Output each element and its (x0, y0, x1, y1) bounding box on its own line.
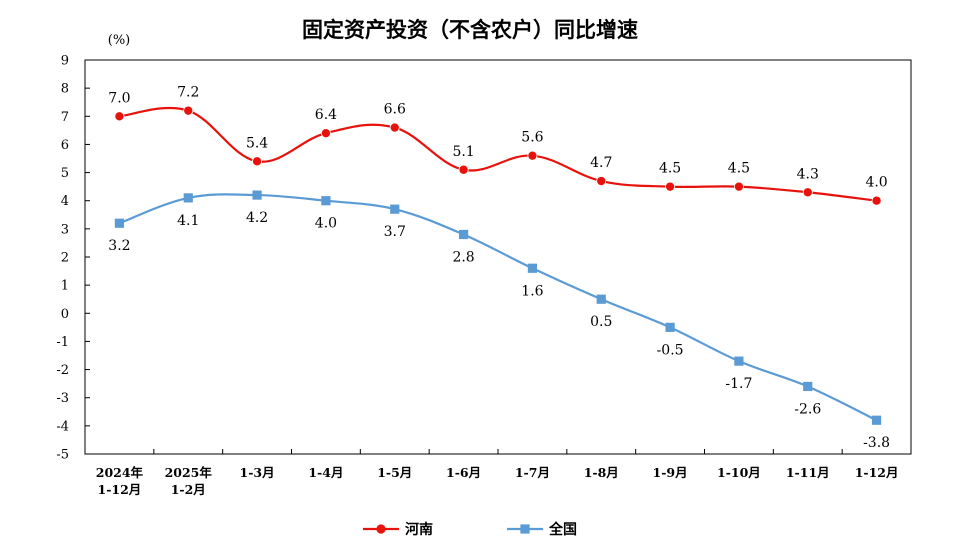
x-tick-label: 1-7月 (515, 465, 550, 480)
data-label: -0.5 (657, 342, 684, 358)
x-tick-label: 1-3月 (240, 465, 275, 480)
data-point-national (734, 356, 744, 366)
data-point-national (527, 263, 538, 273)
data-point-henan (320, 128, 331, 139)
x-tick-label: 1-9月 (653, 465, 688, 480)
data-label: 7.2 (177, 85, 199, 101)
data-point-henan (871, 195, 882, 206)
data-point-national (596, 294, 606, 304)
y-tick-label: -3 (56, 391, 69, 406)
data-labels: 7.0 7.2 5.4 6.4 6.6 5.1 5.6 4.7 4.5 4.5 4.3 4.0 3.2 4… (108, 85, 890, 452)
y-tick-label: 7 (61, 110, 69, 125)
x-tick-label: 1-2月 (171, 482, 206, 497)
data-point-national (665, 322, 675, 332)
y-tick-label: -1 (56, 335, 69, 350)
chart-title: 固定资产投资（不含农户）同比增速 (302, 18, 638, 42)
y-tick-label: 9 (61, 54, 69, 69)
data-label: 3.7 (384, 224, 406, 240)
y-tick-label: -4 (56, 419, 69, 434)
data-point-national (183, 193, 193, 203)
y-tick-label: 5 (61, 166, 69, 181)
data-label: 3.2 (108, 238, 130, 254)
data-label: 0.5 (590, 314, 612, 330)
data-label: 4.0 (315, 216, 337, 232)
x-tick-label: 1-5月 (377, 465, 412, 480)
data-label: -1.7 (725, 376, 752, 392)
data-point-national (114, 218, 125, 228)
data-label: -3.8 (863, 435, 890, 451)
legend: 河南 全国 (363, 521, 577, 538)
data-label: 4.5 (728, 161, 750, 177)
data-point-national (803, 381, 813, 392)
data-point-henan (389, 122, 400, 133)
legend-label: 全国 (548, 521, 577, 538)
y-tick-label: -2 (56, 363, 69, 378)
plot-area (84, 59, 912, 455)
data-point-henan (114, 111, 125, 122)
series-layer (114, 105, 882, 425)
x-tick-label: 1-6月 (446, 465, 481, 480)
data-label: 5.4 (246, 135, 268, 151)
data-point-henan (665, 181, 676, 192)
data-point-national (390, 204, 400, 214)
y-tick-label: 4 (61, 194, 69, 209)
y-tick-label: -5 (56, 448, 69, 463)
data-point-national (458, 229, 469, 240)
y-tick-label: 1 (61, 279, 69, 294)
legend-label: 河南 (405, 521, 433, 538)
data-label: 6.6 (384, 102, 406, 118)
data-label: 6.4 (315, 107, 337, 123)
data-label: 1.6 (521, 283, 543, 299)
data-label: 4.5 (659, 161, 681, 177)
y-tick-label: 0 (61, 307, 69, 322)
data-point-national (871, 415, 882, 425)
y-tick-label: 8 (61, 82, 69, 97)
data-label: 4.2 (246, 210, 268, 226)
data-point-henan (733, 181, 744, 192)
data-label: 4.0 (865, 175, 887, 191)
y-axis-unit: (%) (108, 33, 131, 48)
data-point-national (252, 190, 262, 200)
y-tick-label: 3 (61, 222, 69, 237)
data-label: 4.7 (590, 155, 612, 171)
y-tick-label: 6 (61, 138, 69, 153)
data-label: -2.6 (794, 401, 821, 417)
x-tick-label: 1-12月 (855, 465, 899, 480)
data-label: 4.1 (177, 213, 199, 229)
data-point-henan (252, 156, 263, 167)
x-tick-label: 1-4月 (308, 465, 343, 480)
x-tick-label: 1-11月 (786, 465, 830, 480)
series-line-henan (119, 106, 877, 202)
data-label: 2.8 (452, 249, 474, 265)
series-line-national (119, 193, 878, 422)
x-tick-label: 2024年 (96, 465, 144, 480)
x-tick-label: 1-8月 (584, 465, 619, 480)
y-tick-label: 2 (61, 251, 69, 266)
x-tick-label: 1-10月 (717, 465, 761, 480)
y-axis: 9 8 7 6 5 4 3 2 1 0 -1 -2 -3 -4 -5 (56, 54, 90, 463)
data-point-henan (183, 105, 194, 116)
data-label: 5.1 (452, 144, 474, 160)
data-point-henan (527, 150, 538, 161)
x-tick-label: 1-12月 (98, 482, 142, 497)
x-tick-label: 2025年 (165, 465, 213, 480)
legend-marker-henan (376, 524, 386, 534)
data-point-henan (458, 164, 469, 175)
legend-marker-national (520, 524, 530, 534)
x-axis: 2024年 1-12月 2025年 1-2月 1-3月 1-4月 1-5月 1-6月 1-7月 1… (96, 449, 899, 497)
data-label: 7.0 (108, 90, 130, 106)
data-point-henan (802, 187, 813, 198)
data-point-national (321, 196, 331, 206)
data-label: 4.3 (797, 166, 819, 182)
data-label: 5.6 (521, 130, 543, 146)
data-point-henan (596, 176, 607, 187)
